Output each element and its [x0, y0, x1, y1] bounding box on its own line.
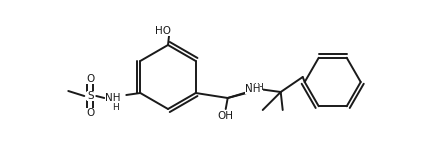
Text: H: H: [257, 83, 263, 93]
Text: HO: HO: [155, 26, 171, 36]
Text: NH: NH: [245, 84, 260, 94]
Text: OH: OH: [218, 111, 234, 121]
Text: H: H: [112, 103, 119, 111]
Text: S: S: [87, 91, 94, 101]
Text: NH: NH: [105, 93, 120, 103]
Text: N: N: [249, 83, 257, 93]
Text: O: O: [86, 74, 95, 84]
Text: O: O: [86, 108, 95, 118]
